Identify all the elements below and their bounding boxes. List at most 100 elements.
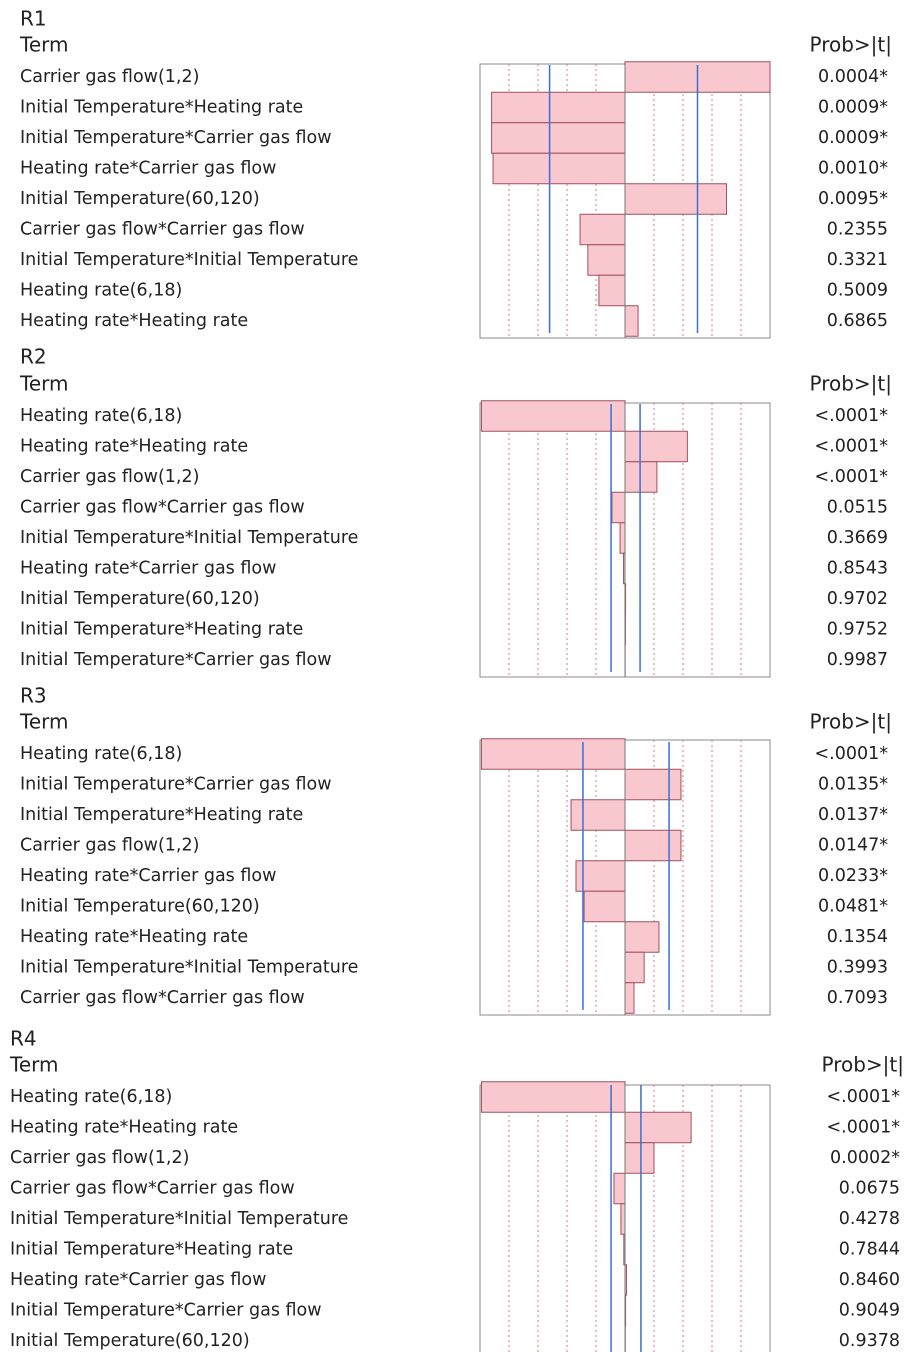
term-label: Heating rate(6,18)	[20, 406, 182, 426]
prob-value: 0.0004*	[818, 67, 888, 87]
bar	[480, 738, 626, 770]
term-label: Initial Temperature(60,120)	[10, 1331, 250, 1351]
bar	[624, 829, 682, 862]
prob-value: 0.0515	[827, 498, 888, 518]
term-label: Heating rate*Heating rate	[10, 1118, 238, 1138]
panel-title: R3	[20, 684, 47, 708]
term-label: Initial Temperature*Carrier gas flow	[10, 1301, 322, 1321]
term-label: Heating rate*Carrier gas flow	[20, 159, 276, 179]
column-header: Prob>|t|	[810, 372, 893, 396]
prob-value: 0.3321	[827, 250, 888, 270]
column-header: Term	[19, 710, 68, 734]
prob-value: 0.5009	[827, 281, 888, 301]
prob-value: 0.0135*	[818, 775, 888, 795]
prob-value: 0.8543	[827, 559, 888, 579]
prob-value: 0.3993	[827, 958, 888, 978]
term-label: Initial Temperature*Heating rate	[20, 620, 303, 640]
prob-value: <.0001*	[826, 1087, 900, 1107]
prob-value: <.0001*	[826, 1118, 900, 1138]
bar	[624, 305, 639, 337]
column-header: Term	[9, 1053, 58, 1077]
bar	[624, 921, 660, 953]
prob-value: 0.0009*	[818, 98, 888, 118]
term-label: Carrier gas flow(1,2)	[20, 467, 199, 487]
prob-value: 0.9987	[827, 650, 888, 670]
column-header: Prob>|t|	[810, 710, 893, 734]
bar	[624, 1111, 692, 1144]
term-label: Heating rate*Heating rate	[20, 927, 248, 947]
prob-value: 0.0675	[839, 1179, 900, 1199]
prob-value: 0.1354	[827, 927, 888, 947]
prob-value: 0.9378	[839, 1331, 900, 1351]
prob-value: 0.2355	[827, 220, 888, 240]
term-label: Carrier gas flow*Carrier gas flow	[20, 498, 305, 518]
prob-value: 0.0010*	[818, 159, 888, 179]
prob-value: 0.0481*	[818, 897, 888, 917]
term-label: Heating rate*Heating rate	[20, 311, 248, 331]
term-label: Heating rate(6,18)	[10, 1087, 172, 1107]
bar	[587, 244, 626, 276]
term-label: Heating rate(6,18)	[20, 744, 182, 764]
term-label: Carrier gas flow(1,2)	[20, 836, 199, 856]
panel-title: R2	[20, 345, 47, 369]
bar	[598, 274, 626, 307]
term-label: Carrier gas flow(1,2)	[10, 1148, 189, 1168]
prob-value: 0.0095*	[818, 189, 888, 209]
term-label: Initial Temperature*Heating rate	[10, 1240, 293, 1260]
prob-value: 0.0147*	[818, 836, 888, 856]
bar	[480, 1081, 626, 1113]
panel-title: R1	[20, 7, 47, 31]
bar	[611, 491, 626, 524]
column-header: Term	[19, 33, 68, 57]
term-label: Initial Temperature*Carrier gas flow	[20, 128, 332, 148]
term-label: Heating rate*Heating rate	[20, 437, 248, 457]
prob-value: 0.7093	[827, 988, 888, 1008]
term-label: Initial Temperature*Initial Temperature	[20, 250, 358, 270]
term-label: Heating rate*Carrier gas flow	[10, 1270, 266, 1290]
bar	[624, 1142, 655, 1174]
term-label: Carrier gas flow(1,2)	[20, 67, 199, 87]
term-label: Heating rate*Carrier gas flow	[20, 559, 276, 579]
term-label: Initial Temperature*Initial Temperature	[20, 528, 358, 548]
term-label: Carrier gas flow*Carrier gas flow	[10, 1179, 295, 1199]
prob-value: 0.3669	[827, 528, 888, 548]
bar	[620, 1203, 626, 1235]
prob-value: 0.7844	[839, 1240, 900, 1260]
bar	[583, 890, 626, 923]
prob-value: 0.8460	[839, 1270, 900, 1290]
bar	[491, 122, 626, 154]
prob-value: <.0001*	[814, 467, 888, 487]
prob-value: 0.6865	[827, 311, 888, 331]
bar	[624, 430, 688, 463]
bar	[624, 951, 645, 984]
prob-value: 0.9049	[839, 1301, 900, 1321]
column-header: Prob>|t|	[810, 33, 893, 57]
bar	[624, 768, 682, 801]
term-label: Heating rate*Carrier gas flow	[20, 866, 276, 886]
term-label: Initial Temperature*Carrier gas flow	[20, 775, 332, 795]
term-label: Initial Temperature(60,120)	[20, 189, 260, 209]
term-label: Initial Temperature*Initial Temperature	[20, 958, 358, 978]
bar	[492, 152, 626, 185]
term-label: Initial Temperature*Carrier gas flow	[20, 650, 332, 670]
prob-value: 0.9702	[827, 589, 888, 609]
bar	[570, 799, 626, 831]
term-label: Heating rate(6,18)	[20, 281, 182, 301]
prob-value: 0.0137*	[818, 805, 888, 825]
bar	[480, 400, 626, 432]
bar	[624, 982, 635, 1014]
column-header: Term	[19, 372, 68, 396]
bar	[624, 461, 658, 493]
prob-value: 0.0002*	[830, 1148, 900, 1168]
prob-value: <.0001*	[814, 406, 888, 426]
term-label: Initial Temperature(60,120)	[20, 589, 260, 609]
bar	[491, 91, 626, 124]
term-label: Initial Temperature*Initial Temperature	[10, 1209, 348, 1229]
prob-value: <.0001*	[814, 437, 888, 457]
column-header: Prob>|t|	[822, 1053, 904, 1077]
prob-value: 0.9752	[827, 620, 888, 640]
panel-title: R4	[10, 1027, 37, 1051]
prob-value: 0.0233*	[818, 866, 888, 886]
